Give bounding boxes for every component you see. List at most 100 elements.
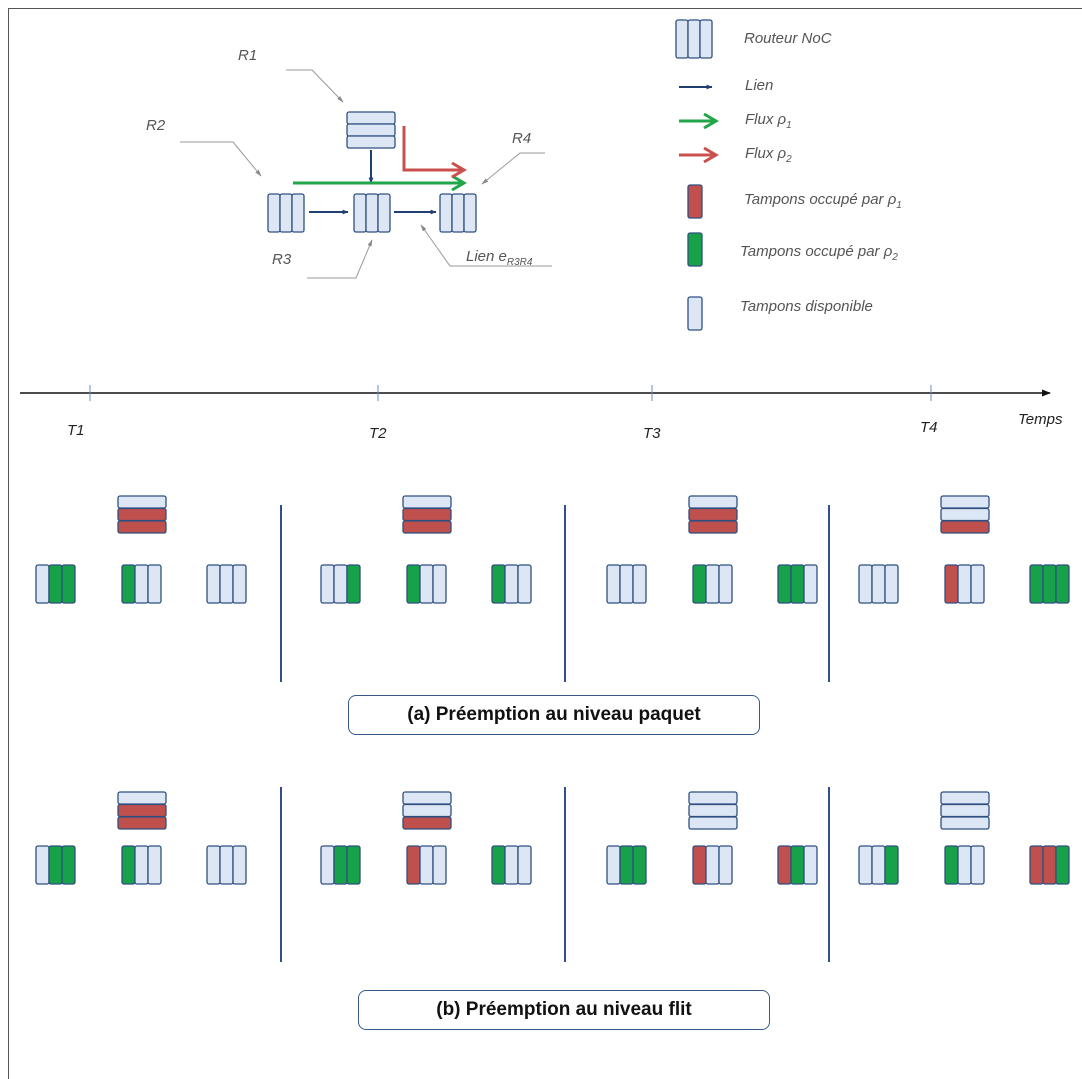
panel-b-t1-r3-buffer-1-green xyxy=(121,845,136,885)
panel-b-t2-r2-buffer-2-green xyxy=(333,845,348,885)
legend-flux1-label: Flux ρ1 xyxy=(745,111,792,131)
router-r2 xyxy=(267,193,305,233)
panel-b-t1-r4-buffer-1-free xyxy=(206,845,221,885)
panel-a-t3-r3-buffer-2-free xyxy=(705,564,720,604)
time-label-t4: T4 xyxy=(920,419,938,436)
panel-a-t3-r4-buffer-3-free xyxy=(803,564,818,604)
panel-b-t3-r2-buffer-3-green xyxy=(632,845,647,885)
time-axis-label: Temps xyxy=(1018,411,1063,428)
panel-a-t1-r3-buffer-1-green xyxy=(121,564,136,604)
panel-a-state-t4 xyxy=(858,495,1070,604)
legend-flux2-arrow xyxy=(679,146,719,164)
panel-a-t2-r1-buffer-1-free xyxy=(402,495,452,509)
panel-b-t4-r4-buffer-2-red xyxy=(1042,845,1057,885)
panel-a-t1-r1-buffer-2-red xyxy=(117,507,167,522)
time-label-t1: T1 xyxy=(67,422,85,439)
r1-pointer xyxy=(286,69,344,103)
panel-b-t4-r2-buffer-2-free xyxy=(871,845,886,885)
label-r4: R4 xyxy=(512,130,532,147)
panel-b-t1-r4-buffer-3-free xyxy=(232,845,247,885)
panel-b-t4-r3-buffer-3-free xyxy=(970,845,985,885)
panel-a-t3-r4-buffer-2-green xyxy=(790,564,805,604)
panel-a-t4-r1-buffer-1-free xyxy=(940,495,990,509)
panel-b-t4-r2-buffer-1-free xyxy=(858,845,873,885)
panel-b-t3-r3-buffer-2-free xyxy=(705,845,720,885)
panel-b-state-t3 xyxy=(606,791,818,885)
panel-a-t2-r1-buffer-2-red xyxy=(402,507,452,522)
panel-b-t4-r1-buffer-1-free xyxy=(940,791,990,805)
panel-b-t1-r4-buffer-2-free xyxy=(219,845,234,885)
r2-pointer xyxy=(180,141,262,177)
panel-a-state-t2 xyxy=(320,495,532,604)
panel-a-t2-r2-buffer-1-free xyxy=(320,564,335,604)
legend-flux2-label: Flux ρ2 xyxy=(745,145,792,165)
panel-b-t3-r3-buffer-1-red xyxy=(692,845,707,885)
panel-a-t1-r4-buffer-3-free xyxy=(232,564,247,604)
panel-a-t4-r4-buffer-2-green xyxy=(1042,564,1057,604)
panel-b-t3-r1-buffer-1-free xyxy=(688,791,738,805)
panel-a-t1-r4-buffer-1-free xyxy=(206,564,221,604)
label-r1: R1 xyxy=(238,47,258,64)
flux-rho1-arrow xyxy=(293,174,467,192)
panel-a-t2-r2-buffer-2-free xyxy=(333,564,348,604)
panel-a-t4-r3-buffer-2-free xyxy=(957,564,972,604)
router-r4 xyxy=(439,193,477,233)
panel-b-t3-r4-buffer-1-red xyxy=(777,845,792,885)
panel-b-t4-r4-buffer-3-green xyxy=(1055,845,1070,885)
panel-a-buffer-states xyxy=(35,495,1070,604)
panel-b-t4-r3-buffer-2-free xyxy=(957,845,972,885)
panel-a-t4-r2-buffer-3-free xyxy=(884,564,899,604)
panel-b-t1-r2-buffer-2-green xyxy=(48,845,63,885)
panel-a-t2-r2-buffer-3-green xyxy=(346,564,361,604)
panel-a-state-t1 xyxy=(35,495,247,604)
panel-b-t1-r2-buffer-3-green xyxy=(61,845,76,885)
panel-a-t4-r3-buffer-1-red xyxy=(944,564,959,604)
caption-panel-b: (b) Préemption au niveau flit xyxy=(358,990,770,1030)
panel-b-t1-r3-buffer-2-free xyxy=(134,845,149,885)
panel-b-t2-r1-buffer-1-free xyxy=(402,791,452,805)
panel-b-t3-r1-buffer-2-free xyxy=(688,803,738,818)
router-r1 xyxy=(346,111,396,149)
r4-pointer xyxy=(481,152,545,185)
panel-a-t4-r1-buffer-2-free xyxy=(940,507,990,522)
panel-b-t1-r2-buffer-1-free xyxy=(35,845,50,885)
panel-a-t3-r2-buffer-1-free xyxy=(606,564,621,604)
panel-b-t1-r1-buffer-3-red xyxy=(117,816,167,830)
panel-a-t3-r1-buffer-3-red xyxy=(688,520,738,534)
legend-buffer-red xyxy=(687,184,703,219)
legend-tampon-vert-label: Tampons occupé par ρ2 xyxy=(740,243,898,263)
panel-a-t4-r3-buffer-3-free xyxy=(970,564,985,604)
panel-b-t2-r4-buffer-3-free xyxy=(517,845,532,885)
panel-b-t2-r4-buffer-1-green xyxy=(491,845,506,885)
caption-panel-a: (a) Préemption au niveau paquet xyxy=(348,695,760,735)
panel-a-t1-r3-buffer-3-free xyxy=(147,564,162,604)
panel-b-t2-r1-buffer-2-free xyxy=(402,803,452,818)
panel-b-t4-r4-buffer-1-red xyxy=(1029,845,1044,885)
legend-flux1-arrow xyxy=(679,112,719,130)
legend-buffer-green xyxy=(687,232,703,267)
panel-a-t1-r1-buffer-3-red xyxy=(117,520,167,534)
panel-a-t4-r2-buffer-1-free xyxy=(858,564,873,604)
panel-a-t3-r2-buffer-3-free xyxy=(632,564,647,604)
panel-a-t2-r1-buffer-3-red xyxy=(402,520,452,534)
panel-b-t2-r2-buffer-3-green xyxy=(346,845,361,885)
time-label-t2: T2 xyxy=(369,425,387,442)
legend xyxy=(675,19,719,331)
panel-b-t4-r2-buffer-3-green xyxy=(884,845,899,885)
panel-a-t1-r1-buffer-1-free xyxy=(117,495,167,509)
flux-rho2-arrow xyxy=(402,126,467,179)
panel-a-t4-r2-buffer-2-free xyxy=(871,564,886,604)
panel-a-t4-r4-buffer-1-green xyxy=(1029,564,1044,604)
panel-separators xyxy=(280,505,830,962)
topology-diagram xyxy=(180,69,552,279)
panel-a-t3-r3-buffer-3-free xyxy=(718,564,733,604)
panel-a-t1-r3-buffer-2-free xyxy=(134,564,149,604)
panel-a-t2-r4-buffer-2-free xyxy=(504,564,519,604)
panel-b-t2-r4-buffer-2-free xyxy=(504,845,519,885)
panel-b-t1-r3-buffer-3-free xyxy=(147,845,162,885)
panel-b-state-t1 xyxy=(35,791,247,885)
panel-b-t4-r1-buffer-3-free xyxy=(940,816,990,830)
panel-a-t3-r1-buffer-1-free xyxy=(688,495,738,509)
timeline-axis xyxy=(20,385,1051,401)
r3-pointer xyxy=(307,239,373,279)
